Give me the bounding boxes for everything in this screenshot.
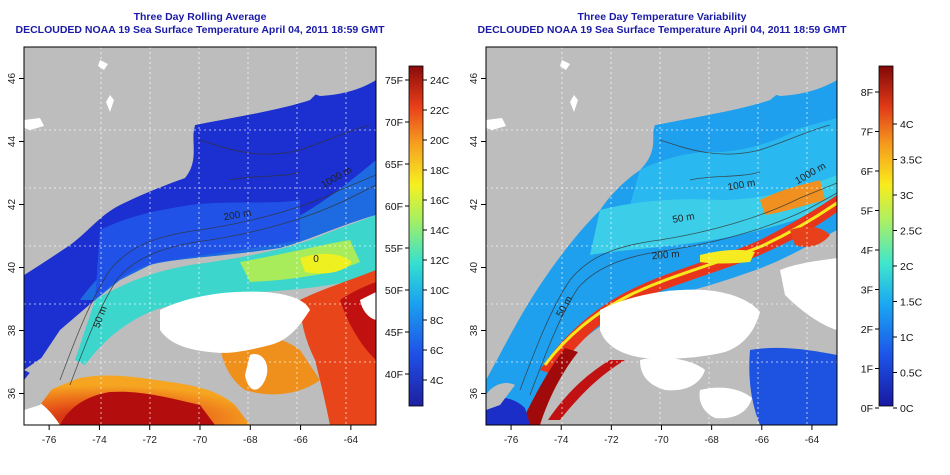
colorbar-c-label: 18C [430, 165, 450, 177]
colorbar-c-label: 22C [430, 105, 450, 117]
left-map-image [24, 47, 376, 425]
y-tick-label: 42 [469, 199, 480, 211]
colorbar-c-label: 6C [430, 345, 444, 357]
colorbar-c-label: 1C [900, 332, 914, 344]
right-map-x-axis: -76 -74 -72 -70 -68 -66 -64 [504, 425, 820, 446]
contour-label: 0 [313, 254, 319, 265]
colorbar-c-label: 1.5C [900, 297, 923, 309]
colorbar-f-label: 45F [385, 327, 403, 339]
colorbar-c-label: 3.5C [900, 155, 923, 167]
y-tick-label: 46 [7, 73, 18, 85]
x-tick-label: -74 [92, 435, 107, 446]
colorbar-c-label: 0C [900, 403, 914, 415]
y-tick-label: 44 [469, 136, 480, 148]
colorbar-c-label: 14C [430, 225, 450, 237]
colorbar-c-label: 3C [900, 190, 914, 202]
colorbar-f-label: 50F [385, 285, 403, 297]
y-tick-label: 42 [7, 199, 18, 211]
y-tick-label: 38 [7, 325, 18, 337]
right-map-title-line1: Three Day Temperature Variability [577, 11, 747, 23]
x-tick-label: -68 [243, 435, 258, 446]
y-tick-label: 36 [469, 388, 480, 400]
x-tick-label: -66 [755, 435, 770, 446]
left-map-y-axis: 36 38 40 42 44 46 [7, 73, 24, 400]
x-tick-label: -76 [504, 435, 519, 446]
left-map-title-line2: DECLOUDED NOAA 19 Sea Surface Temperatur… [15, 24, 385, 36]
y-tick-label: 36 [7, 388, 18, 400]
x-tick-label: -68 [704, 435, 719, 446]
colorbar-f-label: 6F [861, 166, 873, 178]
colorbar-f-label: 55F [385, 243, 403, 255]
right-colorbar [878, 65, 894, 407]
left-map-title-line1: Three Day Rolling Average [133, 11, 267, 23]
right-map-title: Three Day Temperature Variability DECLOU… [442, 11, 882, 37]
colorbar-f-label: 7F [861, 127, 873, 139]
colorbar-c-label: 8C [430, 315, 444, 327]
contour-label: 50 m [672, 211, 696, 226]
colorbar-c-label: 24C [430, 75, 450, 87]
left-map-title: Three Day Rolling Average DECLOUDED NOAA… [0, 11, 420, 37]
left-colorbar [408, 65, 424, 407]
colorbar-f-label: 65F [385, 159, 403, 171]
x-tick-label: -70 [654, 435, 669, 446]
colorbar-c-label: 2.5C [900, 226, 923, 238]
colorbar-c-label: 4C [900, 119, 914, 131]
y-tick-label: 44 [7, 136, 18, 148]
x-tick-label: -70 [193, 435, 208, 446]
colorbar-c-label: 2C [900, 261, 914, 273]
colorbar-f-label: 8F [861, 87, 873, 99]
colorbar-f-label: 2F [861, 324, 873, 336]
colorbar-f-label: 75F [385, 75, 403, 87]
contour-label: 200 m [223, 208, 252, 224]
colorbar-c-label: 4C [430, 375, 444, 387]
colorbar-c-label: 0.5C [900, 368, 923, 380]
x-tick-label: -66 [293, 435, 308, 446]
colorbar-f-label: 60F [385, 201, 403, 213]
y-tick-label: 40 [7, 262, 18, 274]
colorbar-c-label: 16C [430, 195, 450, 207]
x-tick-label: -72 [604, 435, 619, 446]
right-map-y-axis: 36 38 40 42 44 46 [469, 73, 486, 400]
left-map-x-axis: -76 -74 -72 -70 -68 -66 -64 [42, 425, 359, 446]
left-colorbar-labels: 75F 70F 65F 60F 55F 50F 45F 40F 24C 22C 20C 18C 16C 1… [385, 75, 450, 387]
colorbar-f-label: 1F [861, 364, 873, 376]
x-tick-label: -74 [554, 435, 569, 446]
colorbar-f-label: 0F [861, 403, 873, 415]
contour-label: 100 m [727, 178, 756, 194]
colorbar-c-label: 12C [430, 255, 450, 267]
y-tick-label: 38 [469, 325, 480, 337]
x-tick-label: -64 [805, 435, 820, 446]
x-tick-label: -64 [344, 435, 359, 446]
colorbar-c-label: 10C [430, 285, 450, 297]
colorbar-f-label: 4F [861, 245, 873, 257]
colorbar-f-label: 40F [385, 369, 403, 381]
contour-label: 200 m [651, 249, 680, 262]
colorbar-f-label: 3F [861, 285, 873, 297]
right-map-image [486, 47, 837, 425]
x-tick-label: -72 [142, 435, 157, 446]
right-colorbar-labels: 8F 7F 6F 5F 4F 3F 2F 1F 0F 4C 3.5C 3C 2.5C 2C 1.5C 1C 0.… [861, 87, 923, 415]
colorbar-f-label: 70F [385, 117, 403, 129]
colorbar-c-label: 20C [430, 135, 450, 147]
right-map-title-line2: DECLOUDED NOAA 19 Sea Surface Temperatur… [477, 24, 847, 36]
y-tick-label: 40 [469, 262, 480, 274]
y-tick-label: 46 [469, 73, 480, 85]
x-tick-label: -76 [42, 435, 57, 446]
colorbar-f-label: 5F [861, 206, 873, 218]
